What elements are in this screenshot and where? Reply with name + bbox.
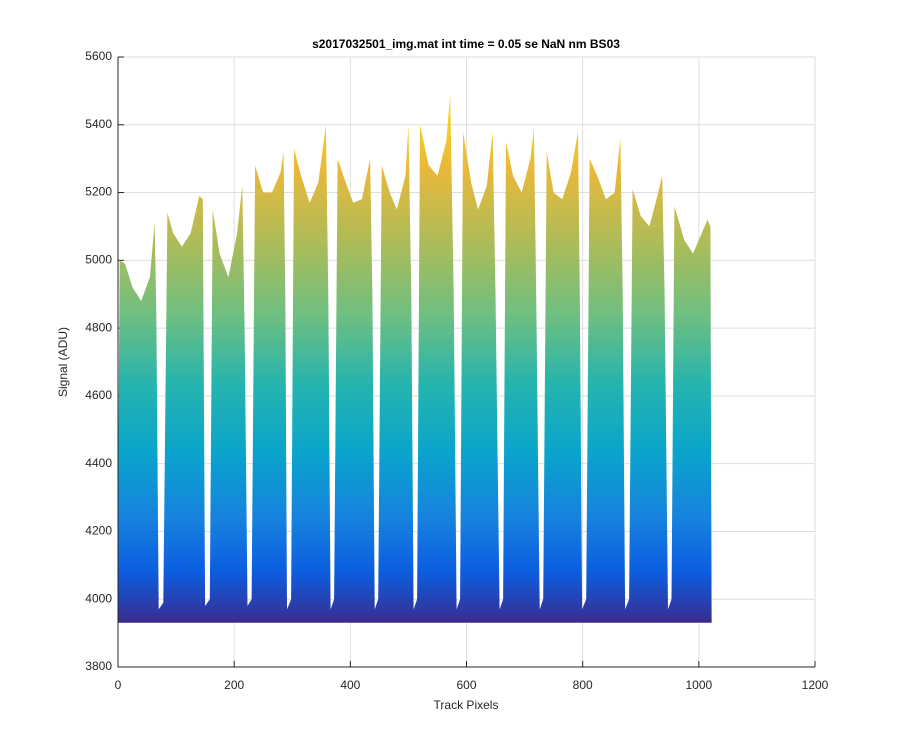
x-tick-label: 0: [115, 678, 122, 692]
x-tick-label: 800: [573, 678, 593, 692]
y-axis-label: Signal (ADU): [56, 327, 70, 397]
chart-title: s2017032501_img.mat int time = 0.05 se N…: [312, 37, 620, 51]
y-tick-label: 4400: [85, 456, 112, 470]
y-tick-label: 4800: [85, 320, 112, 334]
signal-area: [118, 94, 712, 622]
y-tick-label: 4200: [85, 524, 112, 538]
x-tick-label: 200: [224, 678, 244, 692]
y-tick-label: 4600: [85, 388, 112, 402]
x-tick-label: 1200: [802, 678, 829, 692]
y-tick-label: 4000: [85, 591, 112, 605]
x-tick-label: 400: [340, 678, 360, 692]
y-tick-label: 5600: [85, 49, 112, 63]
y-tick-label: 5000: [85, 253, 112, 267]
axis-box: [117, 57, 815, 668]
x-tick-label: 600: [456, 678, 476, 692]
y-tick-label: 5200: [85, 185, 112, 199]
x-tick-label: 1000: [685, 678, 712, 692]
y-tick-label: 5400: [85, 117, 112, 131]
x-axis-label: Track Pixels: [434, 698, 499, 712]
y-tick-label: 3800: [85, 659, 112, 673]
